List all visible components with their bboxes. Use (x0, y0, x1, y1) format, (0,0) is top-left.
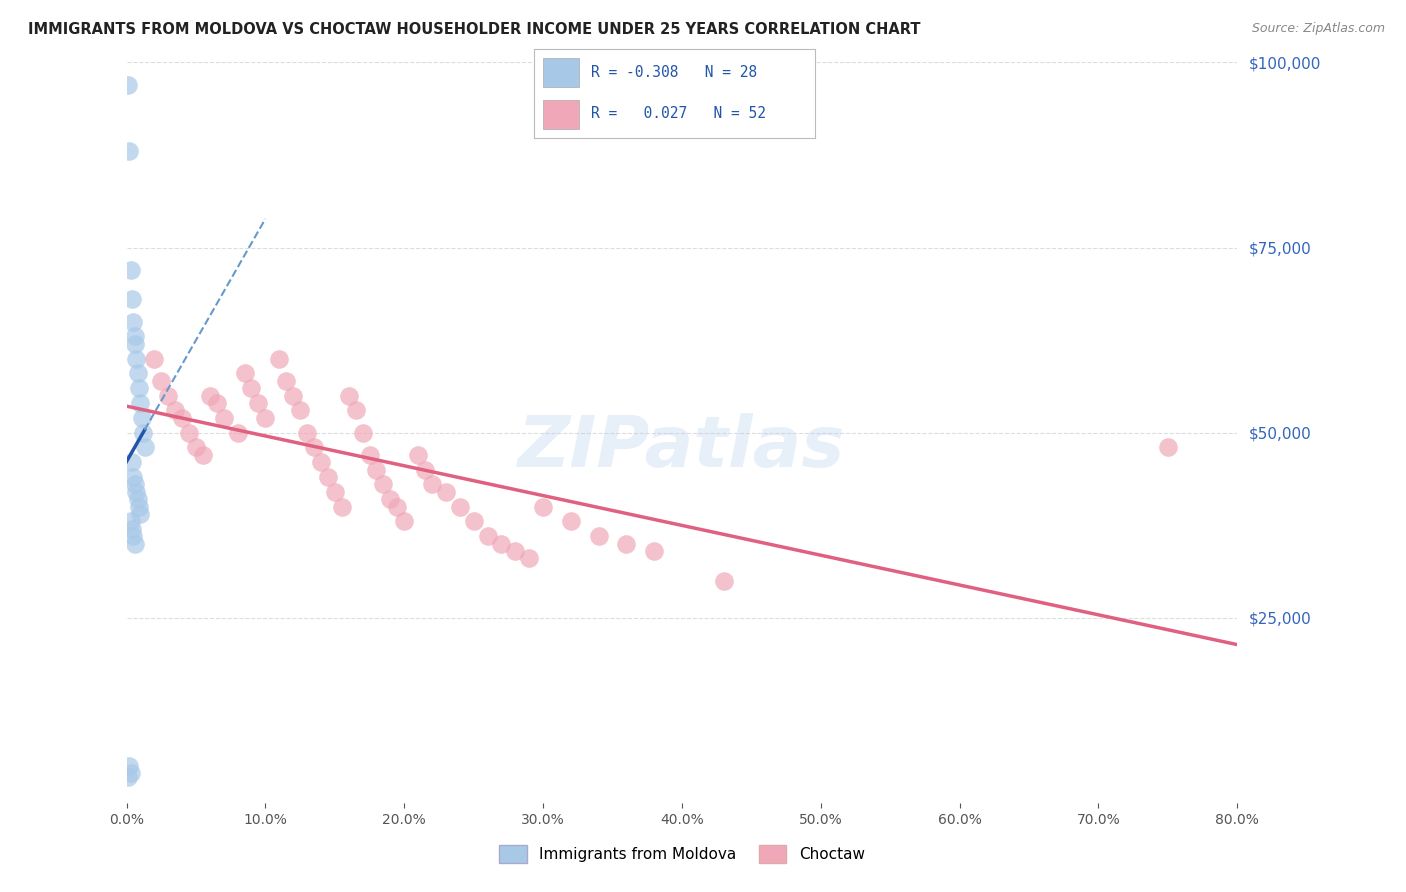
Point (120, 515, 142, 529)
Point (503, 544, 526, 558)
Point (125, 484, 148, 499)
Legend: Immigrants from Moldova, Choctaw: Immigrants from Moldova, Choctaw (494, 839, 870, 869)
Point (191, 448, 214, 462)
Point (212, 410, 235, 425)
Text: R = -0.308   N = 28: R = -0.308 N = 28 (591, 65, 756, 80)
Point (288, 403, 311, 417)
Point (373, 477, 395, 491)
Point (117, 78, 139, 92)
Text: Source: ZipAtlas.com: Source: ZipAtlas.com (1251, 22, 1385, 36)
Point (131, 410, 153, 425)
Point (118, 145, 141, 159)
Point (276, 374, 298, 388)
Point (134, 441, 156, 455)
Point (394, 515, 416, 529)
Point (121, 522, 143, 536)
Point (184, 441, 207, 455)
Point (122, 470, 145, 484)
Point (380, 492, 402, 507)
Point (226, 425, 249, 440)
Point (198, 388, 221, 402)
Point (157, 388, 180, 402)
Point (125, 351, 148, 366)
Point (121, 455, 143, 469)
Point (254, 410, 277, 425)
Point (588, 529, 610, 543)
Point (124, 536, 146, 550)
Point (449, 500, 471, 514)
Point (406, 448, 429, 462)
Point (143, 351, 166, 366)
Text: IMMIGRANTS FROM MOLDOVA VS CHOCTAW HOUSEHOLDER INCOME UNDER 25 YEARS CORRELATION: IMMIGRANTS FROM MOLDOVA VS CHOCTAW HOUSE… (28, 22, 921, 37)
Point (713, 574, 735, 588)
Point (517, 551, 540, 566)
Bar (543, 58, 579, 87)
Point (643, 544, 665, 558)
Point (129, 507, 152, 521)
Point (205, 396, 228, 410)
Point (344, 403, 367, 417)
Point (117, 770, 139, 784)
Point (128, 381, 150, 395)
Point (129, 396, 152, 410)
Point (463, 515, 485, 529)
Point (118, 758, 141, 772)
Point (337, 388, 360, 402)
Point (240, 381, 263, 395)
Point (531, 500, 554, 514)
Point (124, 336, 146, 351)
Point (177, 425, 200, 440)
Point (233, 367, 256, 381)
Point (330, 500, 353, 514)
Point (316, 470, 339, 484)
Point (366, 462, 388, 476)
Point (295, 425, 318, 440)
Point (124, 329, 146, 343)
Text: R =   0.027   N = 52: R = 0.027 N = 52 (591, 106, 765, 121)
Point (560, 515, 582, 529)
Point (127, 492, 149, 507)
Point (302, 441, 325, 455)
Text: ZIPatlas: ZIPatlas (519, 413, 845, 482)
Point (309, 455, 332, 469)
Point (491, 536, 513, 550)
Point (247, 396, 270, 410)
Point (1157, 441, 1180, 455)
Point (120, 262, 142, 277)
Point (434, 484, 457, 499)
Point (132, 425, 155, 440)
Point (387, 500, 409, 514)
Point (269, 351, 291, 366)
Point (128, 500, 150, 514)
Point (165, 403, 187, 417)
Point (120, 766, 142, 780)
Point (281, 388, 304, 402)
Point (172, 410, 194, 425)
Point (323, 484, 346, 499)
Point (121, 293, 143, 307)
Point (413, 462, 436, 476)
Point (359, 448, 381, 462)
Point (124, 477, 146, 491)
Point (352, 425, 374, 440)
Point (477, 529, 499, 543)
Point (150, 374, 173, 388)
Point (122, 529, 145, 543)
Point (614, 536, 637, 550)
Point (122, 314, 145, 328)
Bar (543, 100, 579, 129)
Point (420, 477, 443, 491)
Point (127, 367, 149, 381)
